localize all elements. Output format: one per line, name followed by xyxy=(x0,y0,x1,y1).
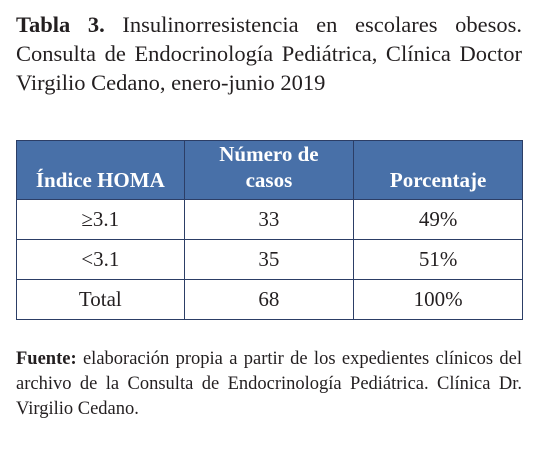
table-body: ≥3.1 33 49% <3.1 35 51% Total 68 100% xyxy=(16,199,523,320)
table-cell: 33 xyxy=(183,199,355,240)
caption-text: Insulinorresistencia en escolares obesos… xyxy=(16,12,523,95)
table-row: Total 68 100% xyxy=(16,279,523,320)
header-text: Índice HOMA xyxy=(35,168,165,192)
table: Índice HOMA Número de casos Porcentaje ≥… xyxy=(16,140,523,320)
header-cell: Número de casos xyxy=(183,140,355,200)
table-row: <3.1 35 51% xyxy=(16,239,523,280)
header-cell: Índice HOMA xyxy=(16,140,185,200)
source-note: Fuente: elaboración propia a partir de l… xyxy=(16,347,522,422)
caption-label: Tabla 3. xyxy=(16,12,105,37)
table-cell: ≥3.1 xyxy=(16,199,185,240)
table-cell: <3.1 xyxy=(16,239,185,280)
table-cell: 100% xyxy=(353,279,523,320)
header-row: Índice HOMA Número de casos Porcentaje xyxy=(16,140,523,200)
header-text: Número de casos xyxy=(219,142,319,192)
header-cell: Porcentaje xyxy=(353,140,523,200)
header-text: Porcentaje xyxy=(389,168,487,192)
source-text: elaboración propia a partir de los exped… xyxy=(16,349,523,419)
table-cell: 35 xyxy=(183,239,355,280)
table-cell: 68 xyxy=(183,279,355,320)
table-cell: 51% xyxy=(353,239,523,280)
source-label: Fuente: xyxy=(16,349,77,369)
table-cell: 49% xyxy=(353,199,523,240)
table-cell: Total xyxy=(16,279,185,320)
table-row: ≥3.1 33 49% xyxy=(16,199,523,240)
caption: Tabla 3. Insulinorresistencia en escolar… xyxy=(16,10,522,97)
